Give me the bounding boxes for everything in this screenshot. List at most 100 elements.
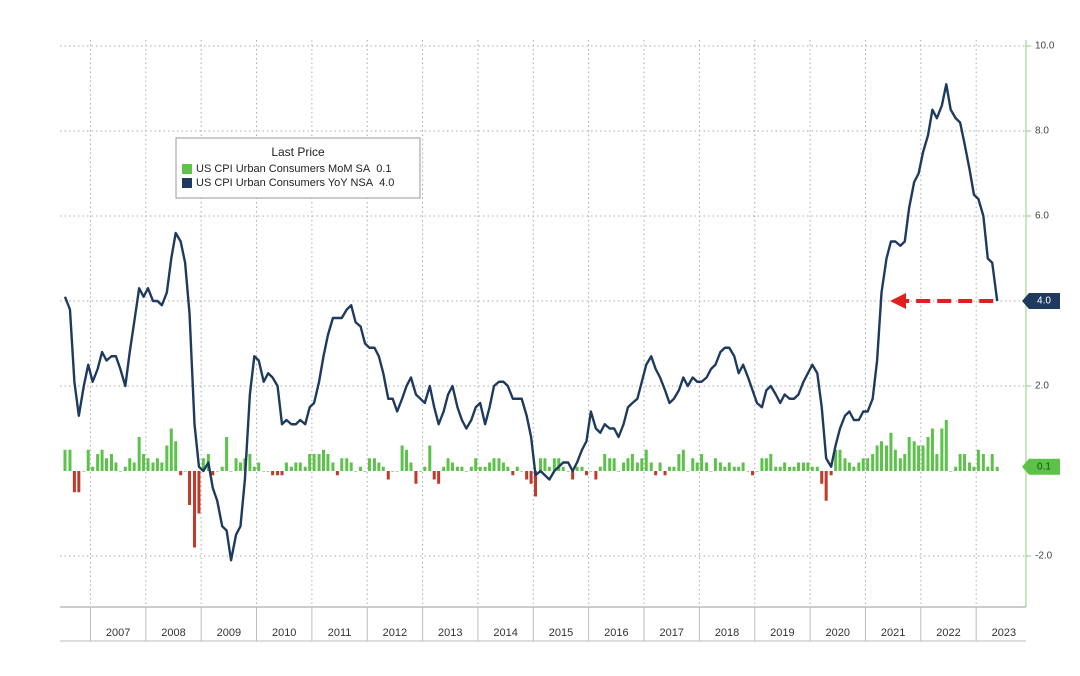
bar [289, 466, 293, 471]
bar [193, 471, 197, 548]
bar [229, 471, 233, 472]
bar [755, 471, 759, 472]
bar [944, 420, 948, 471]
bar [497, 458, 501, 471]
bar [349, 462, 353, 471]
bar [515, 466, 519, 471]
bar [414, 471, 418, 484]
bar [428, 445, 432, 471]
x-tick-label: 2012 [383, 627, 407, 639]
bar [875, 445, 879, 471]
bar [871, 454, 875, 471]
bar [649, 462, 653, 471]
bar [963, 454, 967, 471]
bar [345, 458, 349, 471]
bar [483, 466, 487, 471]
bar [252, 466, 256, 471]
bar [312, 454, 316, 471]
bar [949, 471, 953, 472]
axes: 10.0 8.0 6.0 4.0 2.0 -2.0 2007 2008 2009 2010 2011… [60, 40, 1060, 642]
x-tick-label: 2018 [715, 627, 739, 639]
bar [123, 466, 127, 471]
bar [118, 471, 122, 472]
bar [82, 471, 86, 472]
bar [561, 466, 565, 471]
bar [654, 471, 658, 476]
bar [109, 454, 113, 471]
bar [225, 437, 229, 471]
bar [935, 454, 939, 471]
bar [903, 454, 907, 471]
bar [169, 428, 173, 471]
bar [146, 458, 150, 471]
bar [917, 445, 921, 471]
bar [539, 458, 543, 471]
bar [455, 466, 459, 471]
bar [326, 454, 330, 471]
bar [571, 471, 575, 480]
bar [820, 471, 824, 484]
bar [322, 449, 326, 471]
bar [335, 471, 339, 476]
bar [796, 462, 800, 471]
bar [271, 471, 275, 476]
bar [165, 445, 169, 471]
bar [589, 471, 593, 472]
y-tick-label: 8.0 [1035, 126, 1049, 137]
bar [317, 454, 321, 471]
x-tick-label: 2014 [493, 627, 517, 639]
bar [100, 449, 104, 471]
bar [534, 471, 538, 497]
bar [921, 445, 925, 471]
bar [612, 458, 616, 471]
bar [266, 471, 270, 472]
bar [238, 462, 242, 471]
bar [386, 471, 390, 480]
bar [598, 466, 602, 471]
bar [815, 466, 819, 471]
bar [215, 471, 219, 472]
x-tick-label: 2016 [604, 627, 628, 639]
bar [677, 454, 681, 471]
bar [400, 445, 404, 471]
bar [418, 471, 422, 472]
bar [132, 462, 136, 471]
bar [298, 462, 302, 471]
bar [63, 449, 67, 471]
bar [691, 458, 695, 471]
bar [788, 466, 792, 471]
bar [547, 466, 551, 471]
bar [663, 471, 667, 476]
tag-label: 4.0 [1037, 296, 1051, 307]
bar [474, 458, 478, 471]
bar [68, 449, 72, 471]
bar [644, 449, 648, 471]
bar [617, 471, 621, 472]
legend-box [175, 137, 421, 199]
bar [488, 462, 492, 471]
bar [829, 471, 833, 476]
arrow-head [890, 293, 906, 309]
bar [630, 454, 634, 471]
legend-swatch [182, 164, 192, 174]
bar [626, 458, 630, 471]
bar [308, 454, 312, 471]
bar [174, 441, 178, 471]
legend-swatch [182, 178, 192, 188]
bar [584, 471, 588, 476]
bar [990, 454, 994, 471]
bar [695, 462, 699, 471]
x-tick-label: 2019 [770, 627, 794, 639]
bar [940, 428, 944, 471]
bar [460, 466, 464, 471]
bar [437, 471, 441, 484]
bar [367, 458, 371, 471]
bar [520, 471, 524, 472]
bar [262, 471, 266, 472]
bar [713, 458, 717, 471]
bar [783, 462, 787, 471]
bar [557, 458, 561, 471]
bar [792, 466, 796, 471]
bar [160, 462, 164, 471]
